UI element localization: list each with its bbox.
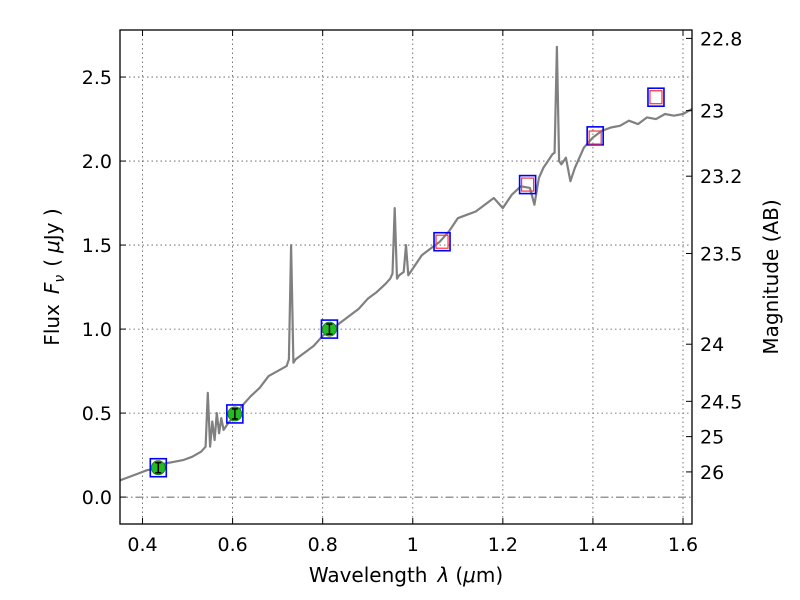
x-tick-label: 0.8 (308, 534, 338, 556)
red-square-marker (435, 234, 449, 249)
axis-ticks: 0.4 0.6 0.8 1 1.2 1.4 1.6 0.0 0.5 1.0 1.5 2.0 2.5 22.… (82, 28, 743, 556)
blue-square-marker (647, 87, 665, 108)
gridlines (120, 30, 692, 524)
y2-tick-label: 26 (700, 462, 724, 484)
y2-tick-label: 23.5 (700, 243, 742, 265)
y2-tick-label: 25 (700, 427, 724, 449)
x-tick-label: 0.6 (217, 534, 247, 556)
blue-square-marker (586, 126, 604, 146)
plot-marks (120, 45, 692, 482)
y2-axis-label: Magnitude (AB) (759, 199, 783, 354)
x-tick-label: 1.2 (488, 534, 518, 556)
y-tick-label: 2.0 (82, 151, 112, 173)
blue-square-marker (226, 404, 244, 424)
y2-tick-label: 23.2 (700, 166, 742, 188)
y2-tick-label: 23 (700, 101, 724, 123)
plot-frame (119, 29, 693, 525)
y2-tick-label: 22.8 (700, 28, 742, 50)
x-tick-label: 1 (407, 534, 419, 556)
blue-square-marker (320, 319, 339, 339)
x-tick-label: 0.4 (127, 534, 157, 556)
red-square-marker (588, 130, 602, 145)
blue-square-marker (433, 231, 451, 252)
spectrum-line (120, 45, 692, 482)
y-tick-label: 0.0 (82, 487, 112, 509)
y-tick-label: 1.5 (82, 235, 112, 257)
y-tick-label: 0.5 (82, 403, 112, 425)
red-square-marker (521, 177, 535, 192)
blue-square-marker (518, 174, 537, 195)
blue-square-marker (149, 457, 168, 478)
x-tick-label: 1.6 (668, 534, 698, 556)
y-tick-label: 2.5 (82, 67, 112, 89)
y2-tick-label: 24 (700, 334, 724, 356)
y-tick-label: 1.0 (82, 319, 112, 341)
x-axis-label: Wavelength λ (μm) (309, 563, 503, 587)
y-axis-label: FluxFν(μJy ) (40, 208, 68, 345)
y2-tick-label: 24.5 (700, 391, 742, 413)
red-square-marker (649, 90, 663, 105)
x-tick-label: 1.4 (578, 534, 608, 556)
